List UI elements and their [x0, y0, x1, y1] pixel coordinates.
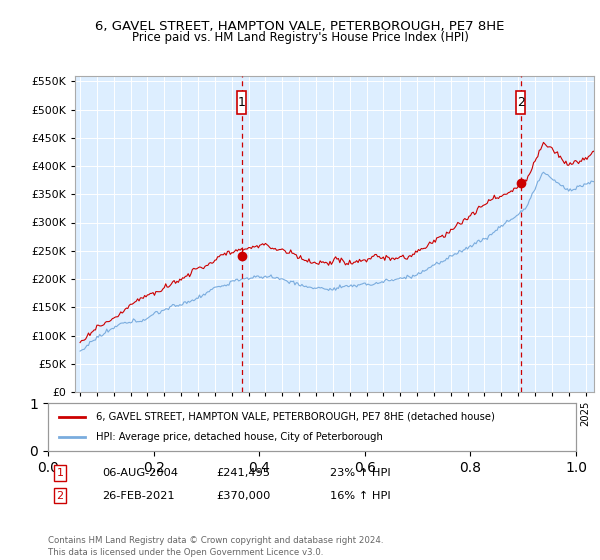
Text: 06-AUG-2004: 06-AUG-2004: [102, 468, 178, 478]
Text: 2: 2: [517, 96, 524, 109]
Text: 6, GAVEL STREET, HAMPTON VALE, PETERBOROUGH, PE7 8HE (detached house): 6, GAVEL STREET, HAMPTON VALE, PETERBORO…: [95, 412, 494, 422]
Text: £370,000: £370,000: [216, 491, 271, 501]
Text: 23% ↑ HPI: 23% ↑ HPI: [330, 468, 391, 478]
Text: Contains HM Land Registry data © Crown copyright and database right 2024.
This d: Contains HM Land Registry data © Crown c…: [48, 536, 383, 557]
FancyBboxPatch shape: [237, 91, 247, 114]
Text: 26-FEB-2021: 26-FEB-2021: [102, 491, 175, 501]
Text: 2: 2: [56, 491, 64, 501]
Text: 1: 1: [238, 96, 246, 109]
Text: £241,495: £241,495: [216, 468, 270, 478]
Text: 1: 1: [56, 468, 64, 478]
Text: 16% ↑ HPI: 16% ↑ HPI: [330, 491, 391, 501]
FancyBboxPatch shape: [516, 91, 526, 114]
Text: Price paid vs. HM Land Registry's House Price Index (HPI): Price paid vs. HM Land Registry's House …: [131, 31, 469, 44]
Text: HPI: Average price, detached house, City of Peterborough: HPI: Average price, detached house, City…: [95, 432, 382, 442]
Text: 6, GAVEL STREET, HAMPTON VALE, PETERBOROUGH, PE7 8HE: 6, GAVEL STREET, HAMPTON VALE, PETERBORO…: [95, 20, 505, 32]
